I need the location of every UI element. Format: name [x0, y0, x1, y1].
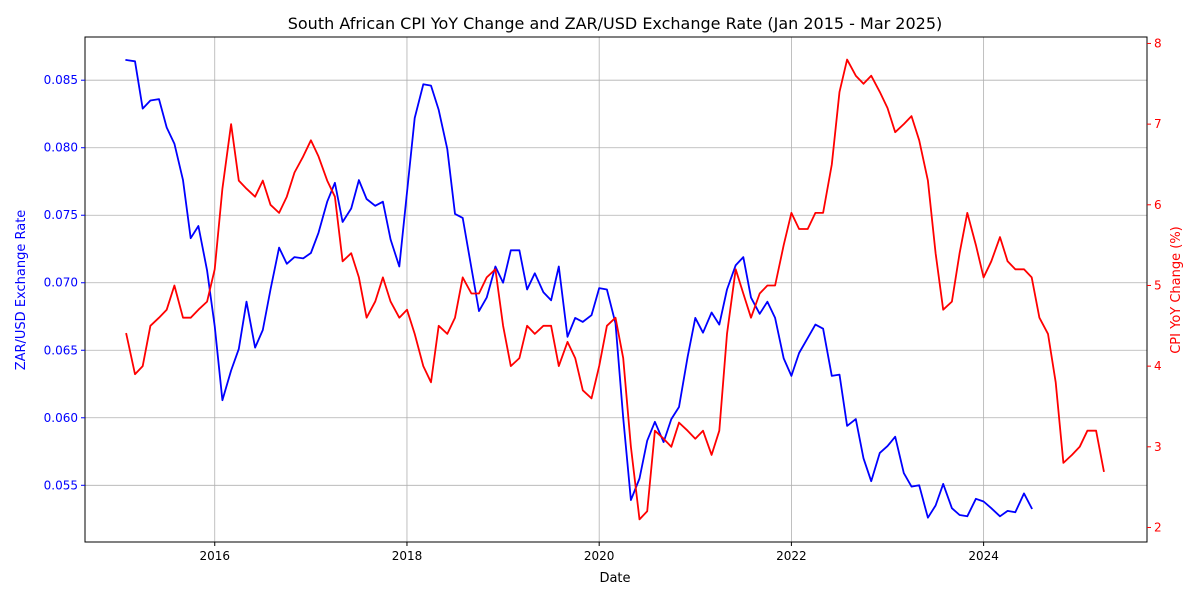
left-y-tick-label: 0.070 [44, 276, 78, 290]
x-axis-label: Date [599, 571, 630, 586]
grid-lines [85, 37, 1147, 542]
x-axis-ticks: 2016 2018 2020 2022 2024 [199, 542, 999, 563]
right-y-tick-label: 8 [1154, 36, 1162, 50]
right-y-tick-label: 3 [1154, 440, 1162, 454]
left-y-tick-label: 0.080 [44, 141, 78, 155]
data-lines [125, 58, 1105, 521]
left-y-axis-label: ZAR/USD Exchange Rate [14, 210, 29, 371]
cpi-yoy-series-line [125, 58, 1105, 521]
left-y-tick-label: 0.085 [44, 73, 78, 87]
chart-title: South African CPI YoY Change and ZAR/USD… [288, 14, 943, 33]
right-y-tick-label: 7 [1154, 117, 1162, 131]
plot-area-frame [84, 36, 1148, 543]
zar-usd-series-line [125, 58, 1033, 519]
right-y-tick-label: 4 [1154, 359, 1162, 373]
left-y-tick-label: 0.065 [44, 343, 78, 357]
right-y-axis-ticks: 2 3 4 5 6 7 8 [1147, 36, 1162, 534]
left-y-tick-label: 0.075 [44, 208, 78, 222]
right-y-tick-label: 5 [1154, 278, 1162, 292]
right-y-tick-label: 2 [1154, 520, 1162, 534]
x-tick-label: 2024 [968, 549, 999, 563]
left-y-tick-label: 0.055 [44, 478, 78, 492]
left-y-tick-label: 0.060 [44, 411, 78, 425]
x-tick-label: 2018 [392, 549, 423, 563]
right-y-tick-label: 6 [1154, 198, 1162, 212]
x-tick-label: 2020 [584, 549, 615, 563]
x-tick-label: 2016 [199, 549, 230, 563]
right-y-axis-label: CPI YoY Change (%) [1169, 226, 1184, 354]
left-y-axis-ticks: 0.055 0.060 0.065 0.070 0.075 0.080 0.085 [44, 73, 85, 492]
x-tick-label: 2022 [776, 549, 807, 563]
